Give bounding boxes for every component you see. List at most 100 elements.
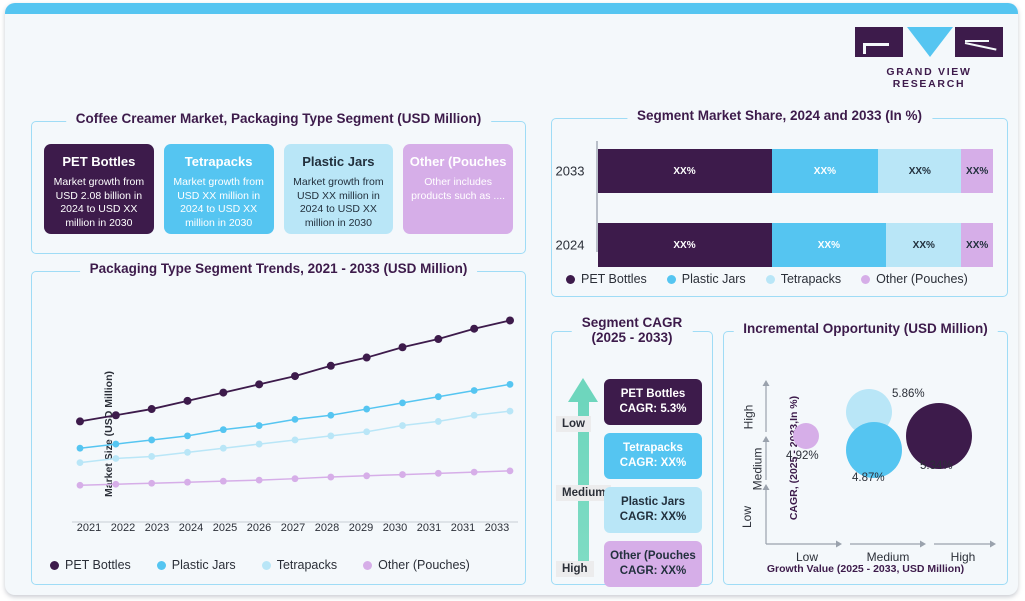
segment-cagr-title: Segment CAGR (2025 - 2033) [571,315,693,345]
trend-point[interactable] [362,353,371,362]
cagr-card-value: CAGR: XX% [619,457,687,469]
segment-card-name: PET Bottles [62,154,136,169]
trend-point[interactable] [76,481,84,489]
legend-item-other-pouches[interactable]: Other (Pouches) [861,272,968,286]
trend-point[interactable] [255,380,264,389]
legend-item-plastic-jars[interactable]: Plastic Jars [666,272,746,286]
trend-point[interactable] [399,422,406,429]
trend-point[interactable] [327,473,335,481]
opportunity-bubble-other-pouches[interactable] [793,423,819,449]
trend-point[interactable] [399,471,406,478]
trend-point[interactable] [184,432,191,440]
trend-point[interactable] [291,436,299,444]
trend-point[interactable] [470,411,478,419]
opportunity-bubble-plastic-jars[interactable] [846,422,902,478]
bar-segment-tetrapacks[interactable]: XX% [886,223,962,267]
bar-segment-other-pouches[interactable]: XX% [961,223,993,267]
cagr-level-medium: Medium [556,485,612,501]
trend-point[interactable] [148,453,156,460]
trend-point[interactable] [219,477,227,485]
segment-card-plastic-jars[interactable]: Plastic Jars Market growth from USD XX m… [283,144,394,234]
trend-point[interactable] [76,417,84,426]
trend-point[interactable] [255,422,263,429]
trend-x-tick: 2026 [246,522,272,534]
trend-point[interactable] [327,432,335,440]
segment-market-share-title: Segment Market Share, 2024 and 2033 (In … [626,108,933,123]
logo-right-block-icon [955,27,1003,57]
trend-point[interactable] [184,478,191,486]
legend-item-tetrapacks[interactable]: Tetrapacks [765,272,842,286]
bar-segment-plastic-jars[interactable]: XX% [771,223,887,267]
trend-point[interactable] [470,468,478,476]
legend-item-pet-bottles[interactable]: PET Bottles [50,558,131,572]
table-row[interactable]: 2033 XX% XX% XX% XX% [556,149,994,193]
legend-item-plastic-jars[interactable]: Plastic Jars [156,558,236,572]
trend-point[interactable] [434,418,442,425]
trend-point[interactable] [363,405,371,413]
trend-point[interactable] [112,455,120,462]
segment-card-tetrapacks[interactable]: Tetrapacks Market growth from USD XX mil… [163,144,274,234]
trend-point[interactable] [255,476,263,484]
opportunity-axes [762,380,996,548]
cagr-card-plastic-jars[interactable]: Plastic Jars CAGR: XX% [604,487,702,533]
trend-point[interactable] [111,411,120,420]
trend-point[interactable] [219,426,227,434]
trend-point[interactable] [506,316,514,325]
segment-card-other-pouches[interactable]: Other (Pouches Other includes products s… [403,144,513,234]
trend-point[interactable] [147,405,156,414]
legend-item-pet-bottles[interactable]: PET Bottles [566,272,647,286]
bar-segment-label: XX% [908,165,931,177]
bar-segment-pet-bottles[interactable]: XX% [597,149,772,193]
trend-point[interactable] [470,324,479,333]
trend-point[interactable] [255,440,263,448]
logo-wordmark: GRAND VIEW RESEARCH [886,66,972,90]
legend-label: Tetrapacks [780,272,842,286]
trend-point[interactable] [326,361,335,370]
bar-segment-other-pouches[interactable]: XX% [961,149,993,193]
bar-segment-plastic-jars[interactable]: XX% [771,149,879,193]
trend-point[interactable] [291,475,299,483]
bar-segment-pet-bottles[interactable]: XX% [597,223,772,267]
trend-point[interactable] [506,407,514,415]
opportunity-x-tick: Low [795,550,818,564]
trend-point[interactable] [148,436,156,444]
trend-point[interactable] [219,444,227,452]
trend-point[interactable] [76,459,84,467]
trend-point[interactable] [148,479,156,487]
trend-point[interactable] [434,335,443,344]
cagr-card-other-pouches[interactable]: Other (Pouches CAGR: XX% [604,541,702,587]
trend-point[interactable] [76,444,84,452]
trend-point[interactable] [434,469,442,477]
opportunity-y-axis-arrow-icon [762,436,770,442]
table-row[interactable]: 2024 XX% XX% XX% XX% [556,223,994,267]
cagr-card-name: Tetrapacks [623,442,683,454]
cagr-card-tetrapacks[interactable]: Tetrapacks CAGR: XX% [604,433,702,479]
trend-point[interactable] [219,388,228,397]
trend-point[interactable] [363,428,371,436]
trend-point[interactable] [398,343,407,352]
trend-point[interactable] [399,399,406,407]
trend-point[interactable] [434,393,442,401]
segment-card-name: Plastic Jars [302,154,375,169]
legend-item-other-pouches[interactable]: Other (Pouches) [363,558,470,572]
trend-point[interactable] [470,387,478,394]
trend-point[interactable] [184,448,191,456]
trend-point[interactable] [506,467,514,475]
legend-item-tetrapacks[interactable]: Tetrapacks [261,558,337,572]
segment-card-body: Market growth from USD 2.08 billion in 2… [53,176,145,229]
trend-point[interactable] [506,380,514,388]
opportunity-bubble-pet-bottles[interactable] [906,403,972,469]
trend-point[interactable] [112,480,120,488]
bar-segment-tetrapacks[interactable]: XX% [878,149,962,193]
trend-point[interactable] [183,396,192,405]
trend-point[interactable] [291,415,299,423]
segment-cagr-title-line2: (2025 - 2033) [591,330,673,345]
trend-point[interactable] [112,440,120,448]
legend-dot-icon [666,274,676,284]
cagr-card-pet-bottles[interactable]: PET Bottles CAGR: 5.3% [604,379,702,425]
trend-point[interactable] [291,372,299,381]
segment-card-pet-bottles[interactable]: PET Bottles Market growth from USD 2.08 … [44,144,154,234]
segment-card-name: Tetrapacks [184,154,253,169]
trend-point[interactable] [327,411,335,419]
trend-point[interactable] [363,472,371,480]
